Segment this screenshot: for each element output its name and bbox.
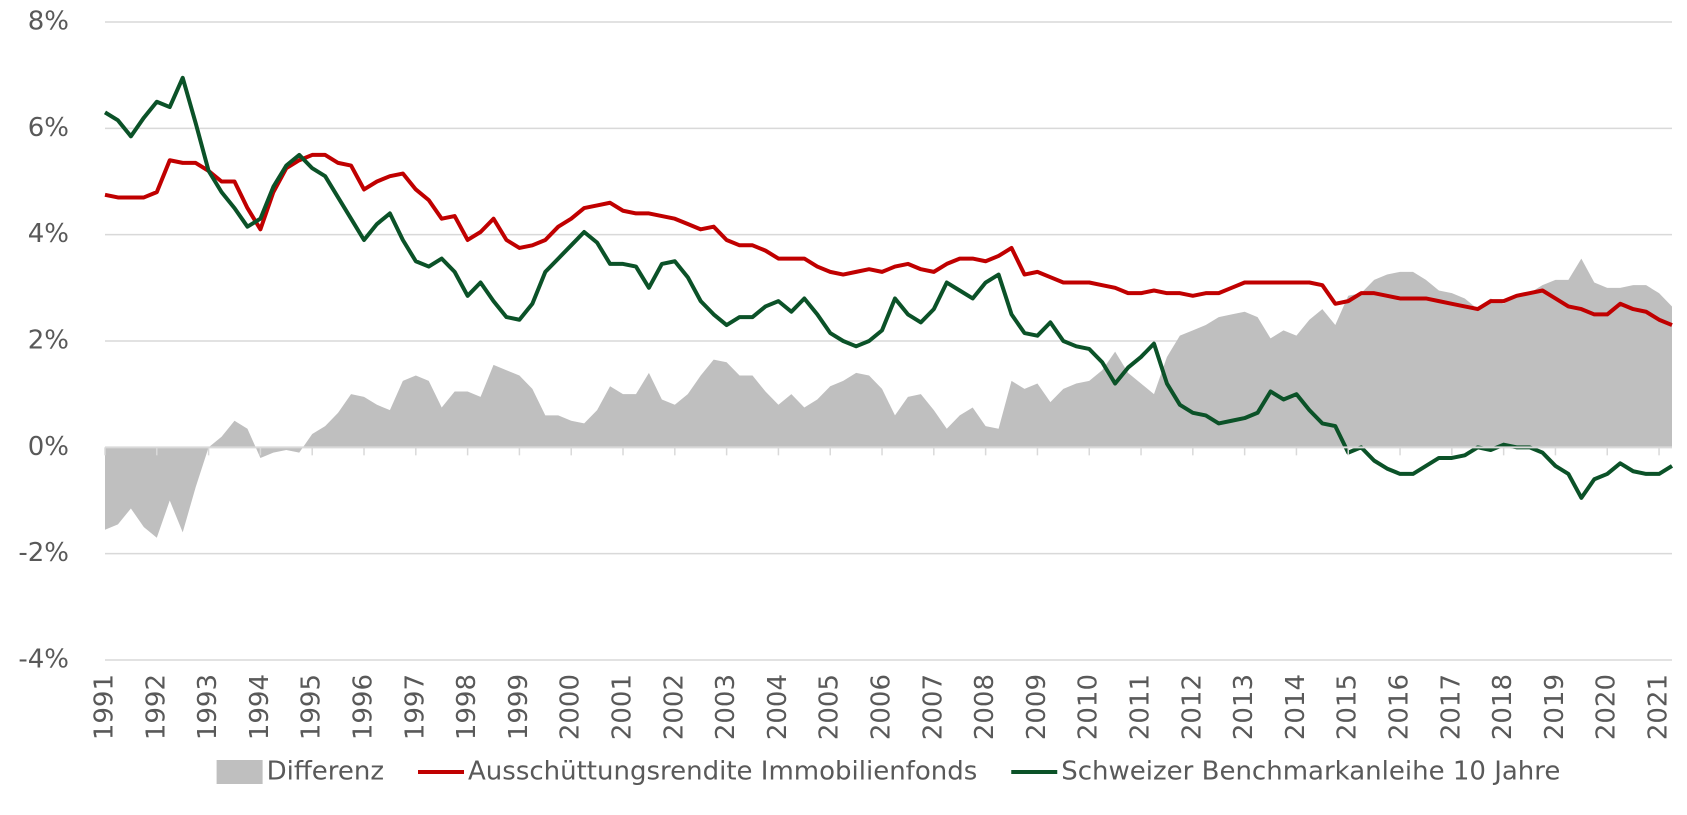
x-tick-label: 1996: [349, 674, 379, 740]
x-tick-label: 2012: [1177, 674, 1207, 740]
x-tick-label: 2002: [659, 674, 689, 740]
x-tick-label: 2003: [711, 674, 741, 740]
y-tick-label: 0%: [28, 432, 69, 462]
x-tick-label: 2007: [918, 674, 948, 740]
y-tick-label: 8%: [28, 7, 69, 37]
x-tick-label: 2014: [1281, 674, 1311, 740]
area: [105, 258, 1672, 538]
line: [104, 152, 1673, 327]
x-tick-label: 1998: [452, 674, 482, 740]
x-tick-label: 1997: [400, 674, 430, 740]
x-tick-label: 1995: [297, 674, 327, 740]
y-tick-label: 2%: [28, 326, 69, 356]
x-tick-label: 2004: [763, 674, 793, 740]
x-tick-label: 2010: [1074, 674, 1104, 740]
x-tick-label: 1994: [245, 674, 275, 740]
x-tick-label: 2013: [1229, 674, 1259, 740]
x-tick-label: 2021: [1644, 674, 1674, 740]
y-tick-label: 6%: [28, 113, 69, 143]
x-tick-label: 2020: [1592, 674, 1622, 740]
y-tick-label: -2%: [18, 538, 69, 568]
x-tick-label: 2009: [1022, 674, 1052, 740]
legend-label: Schweizer Benchmarkanleihe 10 Jahre: [1061, 757, 1560, 787]
legend: Differenz Ausschüttungsrendite Immobilien…: [216, 757, 1560, 787]
x-tick-label: 2011: [1126, 674, 1156, 740]
x-tick-label: 2017: [1436, 674, 1466, 740]
x-tick-label: 2016: [1385, 674, 1415, 740]
legend-label: Differenz: [267, 757, 384, 787]
line: [103, 75, 1674, 500]
x-tick-label: 1992: [141, 674, 171, 740]
x-tick-label: 1991: [90, 674, 120, 740]
x-tick-label: 2019: [1540, 674, 1570, 740]
legend-swatch: [216, 760, 263, 784]
x-tick-label: 2006: [867, 674, 897, 740]
x-tick-label: 1993: [193, 674, 223, 740]
legend-label: Ausschüttungsrendite Immobilienfonds: [468, 757, 977, 787]
x-tick-label: 2001: [608, 674, 638, 740]
x-tick-label: 1999: [504, 674, 534, 740]
y-tick-label: 4%: [28, 219, 69, 249]
x-tick-label: 2005: [815, 674, 845, 740]
x-tick-label: 2018: [1488, 674, 1518, 740]
x-tick-label: 2000: [556, 674, 586, 740]
x-tick-label: 2008: [970, 674, 1000, 740]
y-tick-label: -4%: [18, 645, 69, 675]
x-tick-label: 2015: [1333, 674, 1363, 740]
